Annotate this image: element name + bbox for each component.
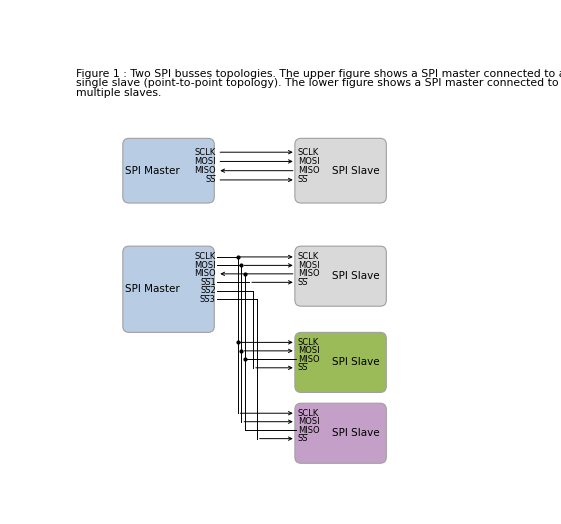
Text: SPI Master: SPI Master [125,166,180,176]
Text: Figure 1 : Two SPI busses topologies. The upper figure shows a SPI master connec: Figure 1 : Two SPI busses topologies. Th… [76,69,561,79]
Text: SPI Master: SPI Master [125,284,180,294]
Text: MISO: MISO [298,269,320,278]
Text: S̅S̅3: S̅S̅3 [200,295,216,304]
FancyBboxPatch shape [123,246,214,332]
Text: S̅S̅: S̅S̅ [298,278,309,287]
Text: SPI Slave: SPI Slave [332,166,379,176]
Text: SPI Slave: SPI Slave [332,271,379,281]
Text: SCLK: SCLK [298,409,319,418]
Text: single slave (point-to-point topology). The lower figure shows a SPI master conn: single slave (point-to-point topology). … [76,78,559,88]
Text: S̅S̅1: S̅S̅1 [200,278,216,287]
Text: SCLK: SCLK [298,253,319,261]
Text: SCLK: SCLK [195,148,216,157]
Text: MISO: MISO [194,269,216,278]
FancyBboxPatch shape [295,138,387,203]
Text: multiple slaves.: multiple slaves. [76,88,162,97]
Text: S̅S̅2: S̅S̅2 [200,286,216,296]
Text: MISO: MISO [298,166,320,175]
Text: MISO: MISO [298,355,320,364]
Text: SPI Slave: SPI Slave [332,428,379,438]
FancyBboxPatch shape [295,246,387,306]
Text: S̅S̅: S̅S̅ [205,176,216,184]
Text: S̅S̅: S̅S̅ [298,363,309,372]
Text: MOSI: MOSI [298,157,320,166]
Text: S̅S̅: S̅S̅ [298,176,309,184]
Text: MOSI: MOSI [194,157,216,166]
Text: SCLK: SCLK [298,148,319,157]
Text: SCLK: SCLK [298,338,319,347]
Text: MISO: MISO [194,166,216,175]
Text: SPI Slave: SPI Slave [332,357,379,367]
Text: MOSI: MOSI [298,261,320,270]
Text: MOSI: MOSI [298,417,320,426]
FancyBboxPatch shape [123,138,214,203]
Text: SCLK: SCLK [195,253,216,261]
FancyBboxPatch shape [295,332,387,392]
Text: MISO: MISO [298,425,320,435]
Text: MOSI: MOSI [194,261,216,270]
Text: S̅S̅: S̅S̅ [298,434,309,443]
Text: MOSI: MOSI [298,346,320,355]
FancyBboxPatch shape [295,403,387,463]
